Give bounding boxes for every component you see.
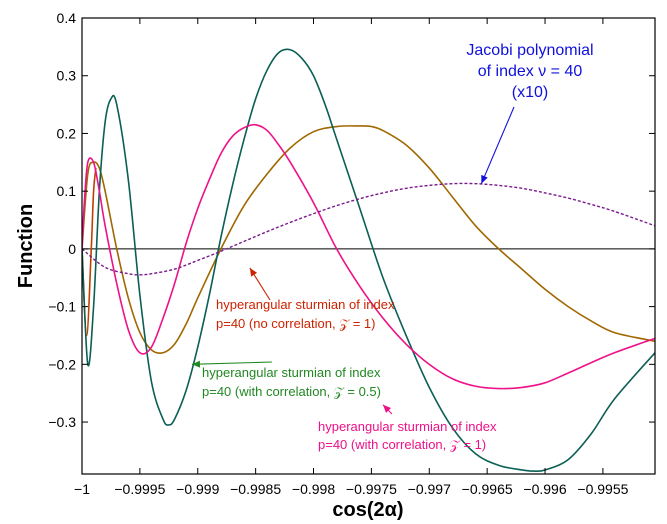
annotation-text: Jacobi polynomial (466, 42, 593, 59)
annotation-arrow (480, 106, 515, 184)
y-tick-label: −0.1 (48, 299, 76, 315)
y-tick-label: 0.2 (57, 125, 77, 141)
annotation-arrow (191, 361, 273, 365)
x-tick-label: −0.9965 (462, 481, 513, 497)
y-tick-label: −0.3 (48, 414, 76, 430)
annotation-text: hyperangular sturmian of index (318, 419, 497, 434)
annotation-text: p=40 (with correlation, 𝒵 = 0.5) (202, 384, 381, 399)
annotation-text: p=40 (no correlation, 𝒵 = 1) (216, 316, 375, 331)
y-axis-title: Function (15, 204, 37, 288)
series-line-2 (82, 48, 655, 473)
annotation-text: of index ν = 40 (478, 63, 583, 80)
x-tick-label: −0.9955 (577, 481, 628, 497)
y-tick-label: 0.1 (57, 183, 77, 199)
plot-frame (81, 17, 656, 475)
annotation-text: p=40 (with correlation, 𝒵 = 1) (318, 437, 486, 452)
y-tick-label: 0.3 (57, 68, 77, 84)
y-tick-label: −0.2 (48, 356, 76, 372)
annotation-arrowhead (191, 360, 201, 368)
x-tick-label: −0.9985 (230, 481, 281, 497)
series-line-1 (82, 125, 655, 355)
axis-ticks: −1 −0.9995 −0.999 −0.9985 −0.998 −0.9975 −0.99… (48, 10, 655, 497)
series-line-4 (82, 182, 655, 276)
annotation-arrowhead (382, 404, 392, 413)
x-tick-label: −0.998 (292, 481, 335, 497)
series-line-3 (82, 123, 655, 390)
y-tick-label: 0.4 (57, 10, 77, 26)
annotation-text: (x10) (512, 84, 548, 101)
annotation-text: hyperangular sturmian of index (216, 297, 395, 312)
annotation-text: hyperangular sturmian of index (202, 365, 381, 380)
x-tick-label: −0.997 (408, 481, 451, 497)
plot-annotations: Jacobi polynomial of index ν = 40 (x10) hyp… (191, 42, 594, 452)
x-tick-label: −0.9995 (114, 481, 165, 497)
annotation-arrowhead (481, 174, 488, 184)
x-axis-title: cos(2α) (332, 499, 403, 521)
x-tick-label: −1 (74, 481, 90, 497)
plot-curves (82, 48, 655, 473)
x-tick-label: −0.999 (176, 481, 219, 497)
annotation-arrowhead (249, 267, 258, 277)
x-tick-label: −0.996 (523, 481, 566, 497)
y-tick-label: 0 (68, 241, 76, 257)
x-tick-label: −0.9975 (346, 481, 397, 497)
